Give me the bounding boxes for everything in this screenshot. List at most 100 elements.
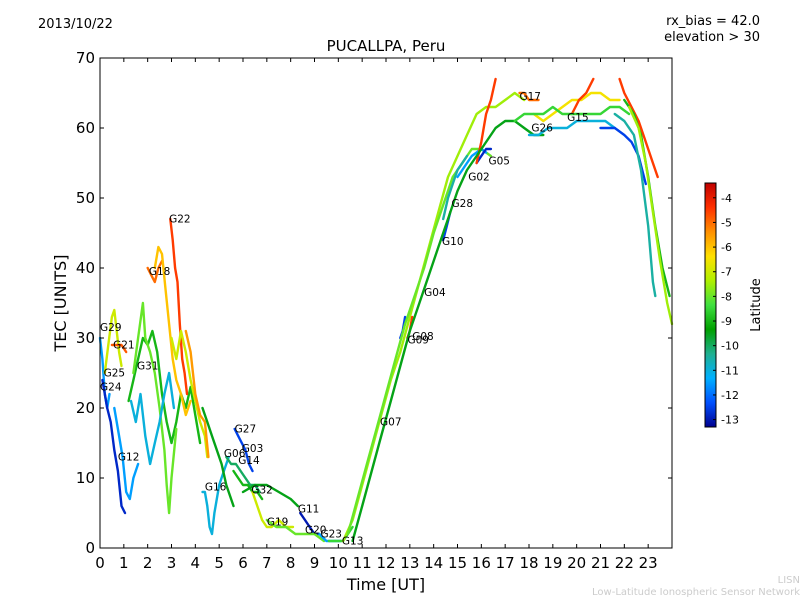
satellite-trace (170, 329, 209, 459)
plot-frame (99, 57, 673, 549)
satellite-trace (127, 329, 202, 445)
colorbar-tick-label: -8 (721, 290, 732, 303)
footer-credit: LISN Low-Latitude Ionospheric Sensor Net… (592, 575, 800, 599)
satellite-label: G15 (567, 112, 589, 124)
satellite-trace (241, 483, 299, 508)
satellite-trace (613, 112, 657, 298)
satellite-trace (201, 455, 230, 536)
satellite-trace (527, 119, 616, 137)
colorbar-tick-label: -13 (721, 414, 739, 427)
x-tick-label: 5 (214, 554, 224, 572)
y-tick-label: 30 (76, 329, 95, 347)
satellite-label: G32 (251, 484, 273, 496)
x-tick-label: 23 (639, 554, 658, 572)
y-axis-label: TEC [UNITS] (51, 255, 70, 353)
satellite-trace (146, 259, 164, 284)
satellite-trace (201, 406, 235, 508)
satellite-label: G14 (238, 455, 260, 467)
x-tick-label: 11 (353, 554, 372, 572)
y-tick-label: 70 (76, 49, 95, 67)
x-tick-label: 22 (615, 554, 634, 572)
satellite-trace (627, 105, 674, 326)
y-tick-label: 0 (85, 539, 95, 557)
chart-title: PUCALLPA, Peru (326, 37, 446, 55)
satellite-label: G24 (100, 382, 122, 394)
satellite-label: G03 (242, 443, 264, 455)
y-tick-label: 40 (76, 259, 95, 277)
satellite-trace (101, 378, 127, 515)
satellite-label: G08 (412, 331, 434, 343)
satellite-label: G06 (224, 448, 246, 460)
x-tick-label: 6 (238, 554, 248, 572)
x-tick-label: 2 (143, 554, 153, 572)
satellite-label: G18 (149, 266, 171, 278)
satellite-trace (129, 371, 176, 466)
footer-network-name: Low-Latitude Ionospheric Sensor Network (592, 587, 800, 598)
elevation-label: elevation > 30 (664, 30, 760, 45)
satellite-label: G13 (342, 536, 364, 548)
satellite-label: G20 (305, 524, 327, 536)
satellite-trace (475, 147, 493, 165)
satellite-label: G26 (531, 123, 553, 135)
satellite-trace (132, 301, 178, 515)
rx-bias-label: rx_bias = 42.0 (666, 14, 760, 29)
chart-date: 2013/10/22 (38, 17, 113, 32)
satellite-label: G11 (298, 503, 320, 515)
x-tick-label: 17 (496, 554, 515, 572)
satellite-label: G28 (452, 198, 474, 210)
satellite-label: G07 (380, 417, 402, 429)
colorbar-tick-label: -12 (721, 389, 739, 402)
x-tick-label: 3 (167, 554, 177, 572)
satellite-trace (532, 91, 621, 123)
satellite-label: G21 (113, 340, 135, 352)
x-tick-label: 18 (519, 554, 538, 572)
satellite-label: G17 (519, 91, 541, 103)
y-tick-label: 50 (76, 189, 95, 207)
satellite-trace (475, 77, 497, 165)
x-tick-label: 7 (262, 554, 272, 572)
satellite-trace (233, 427, 254, 473)
x-tick-label: 14 (424, 554, 443, 572)
x-tick-label: 8 (286, 554, 296, 572)
satellite-label: G27 (235, 424, 256, 436)
y-tick-label: 10 (76, 469, 95, 487)
satellite-trace (618, 77, 659, 179)
satellite-label: G10 (442, 236, 464, 248)
satellite-label: G19 (267, 517, 289, 529)
satellite-label: G09 (407, 335, 429, 347)
colorbar-tick-label: -7 (721, 266, 732, 279)
satellite-label: G25 (104, 368, 126, 380)
x-tick-label: 13 (400, 554, 419, 572)
satellite-trace (169, 217, 189, 396)
satellite-label: G04 (424, 287, 446, 299)
colorbar-tick-label: -11 (721, 364, 739, 377)
x-tick-label: 21 (591, 554, 610, 572)
satellite-trace (153, 245, 192, 417)
colorbar-tick-label: -9 (721, 315, 732, 328)
satellite-label: G31 (137, 361, 159, 373)
satellite-label: G22 (169, 214, 191, 226)
colorbar (704, 182, 717, 428)
x-tick-label: 1 (119, 554, 129, 572)
colorbar-tick-label: -4 (721, 192, 732, 205)
satellite-trace (232, 469, 264, 501)
satellite-trace (184, 329, 210, 459)
x-tick-label: 12 (376, 554, 395, 572)
satellite-trace (351, 119, 545, 543)
satellite-label: G02 (468, 172, 490, 184)
satellite-trace (103, 308, 123, 375)
satellite-trace (518, 91, 540, 102)
colorbar-label: Latitude (749, 278, 764, 332)
x-tick-label: 10 (329, 554, 348, 572)
satellite-label: G16 (205, 482, 227, 494)
x-tick-label: 9 (310, 554, 320, 572)
x-axis-label: Time [UT] (346, 575, 425, 594)
x-tick-label: 19 (543, 554, 562, 572)
satellite-trace (113, 406, 140, 501)
satellite-label: G12 (118, 452, 140, 464)
colorbar-tick-label: -5 (721, 216, 732, 229)
colorbar-tick-label: -6 (721, 241, 732, 254)
satellite-trace (265, 518, 326, 543)
footer-acronym: LISN (777, 575, 800, 586)
